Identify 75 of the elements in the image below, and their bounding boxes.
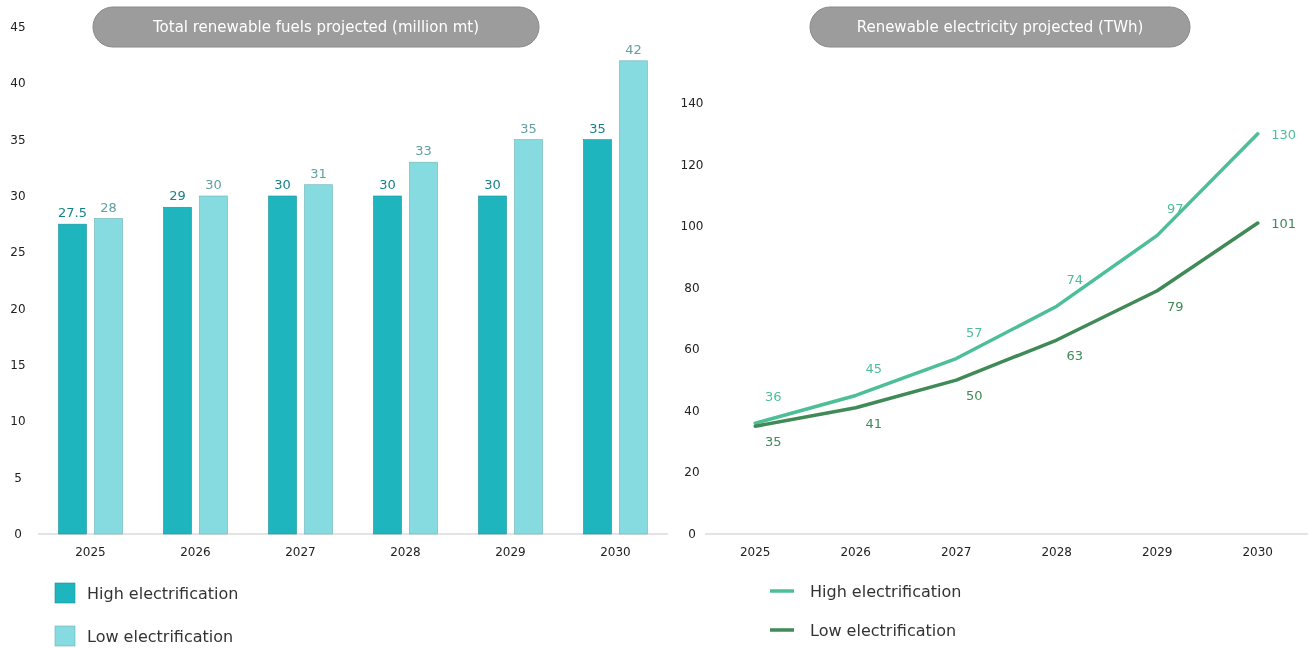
y-tick-label: 80 — [684, 280, 700, 295]
x-tick-label: 2028 — [1041, 545, 1073, 559]
x-tick-label: 2029 — [495, 545, 526, 559]
data-label: 97 — [1166, 201, 1184, 217]
data-label: 50 — [965, 388, 983, 404]
data-label: 74 — [1066, 272, 1084, 288]
data-label: 45 — [865, 361, 883, 377]
x-tick-label: 2025 — [739, 545, 771, 559]
bar — [478, 195, 507, 535]
data-label: 30 — [205, 177, 222, 192]
bar — [514, 139, 543, 535]
x-tick-label: 2027 — [285, 545, 316, 559]
y-tick-label: 40 — [10, 76, 26, 91]
y-tick-label: 120 — [680, 157, 704, 172]
line-series — [753, 221, 1260, 428]
x-tick-label: 2026 — [180, 545, 211, 559]
y-tick-label: 20 — [684, 465, 700, 480]
data-label: 42 — [625, 41, 642, 57]
y-tick-label: 15 — [10, 358, 26, 372]
y-tick-label: 40 — [684, 403, 700, 418]
y-tick-label: 0 — [14, 527, 22, 541]
legend-label: Low electrification — [810, 621, 957, 640]
x-tick-label: 2025 — [75, 545, 106, 559]
x-tick-label: 2027 — [940, 545, 972, 559]
x-tick-label: 2028 — [390, 545, 421, 559]
data-label: 28 — [100, 199, 117, 215]
bar — [163, 206, 192, 535]
y-tick-label: 60 — [684, 342, 700, 357]
y-tick-label: 35 — [10, 132, 26, 147]
data-label: 30 — [484, 177, 501, 192]
bar — [619, 60, 648, 535]
y-tick-label: 45 — [10, 20, 26, 34]
data-label: 63 — [1066, 348, 1084, 364]
x-tick-label: 2026 — [840, 545, 872, 559]
data-label: 33 — [415, 143, 432, 159]
y-tick-label: 20 — [10, 301, 26, 316]
data-label: 30 — [274, 177, 291, 192]
y-tick-label: 5 — [14, 470, 22, 485]
x-tick-label: 2030 — [600, 545, 631, 559]
bar — [58, 223, 87, 535]
y-tick-label: 0 — [688, 527, 696, 541]
legend-label: High electrification — [87, 584, 239, 603]
data-label: 27.5 — [58, 205, 87, 221]
legend-label: Low electrification — [87, 627, 234, 646]
data-label: 31 — [310, 165, 327, 181]
x-tick-label: 2030 — [1242, 545, 1274, 559]
data-label: 130 — [1271, 126, 1297, 142]
data-label: 36 — [764, 389, 782, 405]
bar — [409, 161, 438, 535]
data-label: 57 — [965, 324, 983, 340]
legend-label: High electrification — [810, 582, 962, 601]
data-label: 35 — [589, 120, 606, 136]
bar — [304, 184, 333, 535]
y-tick-label: 10 — [10, 414, 26, 429]
bar — [94, 218, 123, 535]
chart-title: Total renewable fuels projected (million mt) — [151, 18, 480, 36]
data-label: 30 — [379, 177, 396, 192]
data-label: 35 — [520, 120, 537, 136]
y-tick-label: 140 — [680, 96, 704, 110]
bar — [583, 139, 612, 535]
y-tick-label: 25 — [10, 245, 26, 260]
data-label: 101 — [1271, 216, 1297, 232]
data-label: 41 — [865, 415, 883, 431]
bar — [268, 195, 297, 535]
data-label: 29 — [169, 188, 186, 204]
chart-title: Renewable electricity projected (TWh) — [856, 18, 1144, 36]
bar — [199, 195, 228, 535]
bar — [373, 195, 402, 535]
data-label: 79 — [1166, 298, 1184, 314]
title-pill: Total renewable fuels projected (million mt) — [92, 6, 540, 48]
y-tick-label: 30 — [10, 189, 26, 203]
title-pill: Renewable electricity projected (TWh) — [809, 6, 1191, 48]
x-tick-label: 2029 — [1141, 545, 1173, 559]
data-label: 35 — [764, 434, 782, 450]
y-tick-label: 100 — [680, 219, 704, 234]
